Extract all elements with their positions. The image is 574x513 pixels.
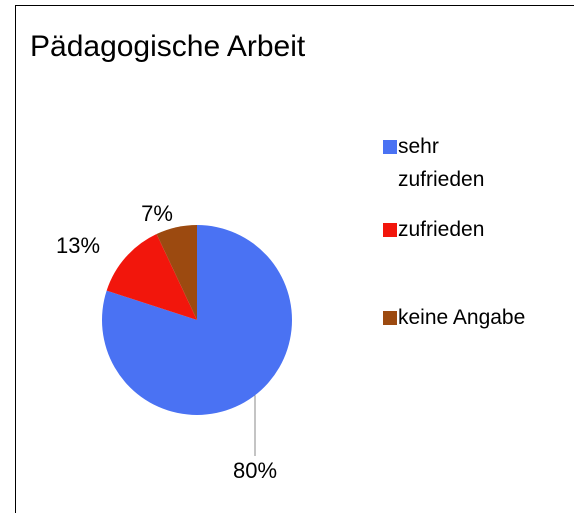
legend-label: keine Angabe xyxy=(398,306,526,329)
pie-slice xyxy=(156,225,197,320)
data-label: 7% xyxy=(141,201,173,226)
legend-label: zufrieden xyxy=(398,218,485,241)
data-label: 80% xyxy=(233,458,277,483)
legend-swatch xyxy=(383,223,397,237)
legend-label: sehr zufrieden xyxy=(398,135,485,191)
data-label: 13% xyxy=(56,233,100,258)
pie-slice xyxy=(106,234,197,320)
chart-title: Pädagogische Arbeit xyxy=(30,30,306,63)
legend-swatch xyxy=(383,140,397,154)
legend-swatch xyxy=(383,311,397,325)
chart-frame xyxy=(15,5,574,513)
